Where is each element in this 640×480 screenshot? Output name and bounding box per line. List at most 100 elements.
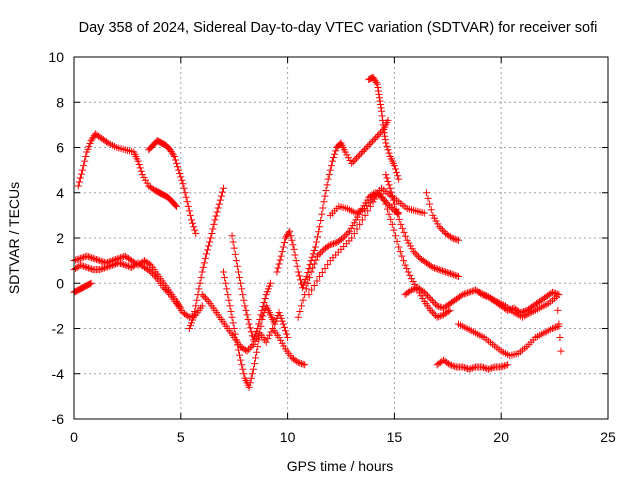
data-point-marker (450, 235, 458, 243)
data-point-marker (388, 220, 396, 228)
data-point-marker (126, 263, 134, 271)
series-track-q (422, 189, 462, 244)
data-point-marker (367, 139, 375, 147)
data-point-marker (315, 228, 323, 236)
data-point-marker (382, 139, 390, 147)
data-point-marker (318, 210, 326, 218)
data-point-marker (388, 192, 396, 200)
data-point-marker (373, 80, 381, 88)
data-point-marker (99, 258, 107, 266)
data-point-marker (177, 173, 185, 181)
data-point-marker (317, 216, 325, 224)
data-point-marker (276, 256, 284, 264)
data-point-marker (448, 270, 456, 278)
data-point-marker (552, 289, 560, 297)
chart-title: Day 358 of 2024, Sidereal Day-to-day VTE… (79, 20, 598, 36)
data-point-marker (339, 234, 347, 242)
data-point-marker (210, 220, 218, 228)
data-point-marker (309, 264, 317, 272)
data-point-marker (398, 252, 406, 260)
data-point-marker (304, 279, 312, 287)
series-track-t (476, 288, 565, 355)
data-point-marker (240, 370, 248, 378)
data-point-marker (366, 202, 374, 210)
data-point-marker (286, 227, 294, 235)
data-point-marker (273, 268, 281, 276)
data-point-marker (224, 291, 232, 299)
data-point-marker (314, 233, 322, 241)
data-point-marker (287, 232, 295, 240)
data-point-marker (152, 273, 160, 281)
data-point-marker (312, 256, 320, 264)
data-point-marker (433, 313, 441, 321)
data-point-marker (229, 319, 237, 327)
data-point-marker (78, 254, 86, 262)
data-point-marker (225, 296, 233, 304)
data-point-marker (193, 296, 201, 304)
data-point-marker (378, 107, 386, 115)
data-point-marker (299, 296, 307, 304)
data-point-marker (294, 268, 302, 276)
data-point-marker (229, 238, 237, 246)
data-point-marker (88, 254, 96, 262)
data-point-marker (440, 267, 448, 275)
data-point-marker (88, 265, 96, 273)
data-point-marker (196, 279, 204, 287)
data-point-marker (252, 354, 260, 362)
data-point-marker (81, 263, 89, 271)
data-point-marker (233, 341, 241, 349)
data-point-marker (385, 181, 393, 189)
data-point-marker (448, 234, 456, 242)
data-point-marker (372, 134, 380, 142)
data-point-marker (427, 306, 435, 314)
data-point-marker (435, 302, 443, 310)
data-point-marker (185, 207, 193, 215)
data-point-marker (238, 361, 246, 369)
data-point-marker (321, 265, 329, 273)
data-point-marker (462, 289, 470, 297)
data-point-marker (302, 285, 310, 293)
data-point-marker (217, 192, 225, 200)
data-point-marker (396, 248, 404, 256)
data-point-marker (249, 365, 257, 373)
data-point-marker (379, 116, 387, 124)
data-point-marker (212, 212, 220, 220)
data-point-marker (295, 272, 303, 280)
data-point-marker (237, 279, 245, 287)
data-point-marker (377, 104, 385, 112)
data-point-marker (304, 269, 312, 277)
data-point-marker (391, 165, 399, 173)
data-point-marker (376, 97, 384, 105)
data-point-marker (240, 296, 248, 304)
data-point-marker (438, 311, 446, 319)
data-point-marker (467, 365, 475, 373)
data-point-marker (258, 306, 266, 314)
data-point-marker (384, 146, 392, 154)
data-point-marker (381, 132, 389, 140)
data-point-marker (247, 374, 255, 382)
data-point-marker (390, 162, 398, 170)
data-point-marker (433, 302, 441, 310)
data-point-marker (462, 364, 470, 372)
y-tick-label: 6 (56, 140, 64, 156)
x-axis-label: GPS time / hours (287, 458, 394, 474)
data-point-marker (183, 198, 191, 206)
data-point-marker (171, 201, 179, 209)
data-point-marker (200, 259, 208, 267)
data-point-marker (255, 320, 263, 328)
data-point-marker (262, 338, 270, 346)
data-point-marker (557, 347, 565, 355)
data-point-marker (310, 282, 318, 290)
series-track-b (145, 137, 200, 237)
data-point-marker (204, 246, 211, 254)
data-point-marker (121, 261, 129, 269)
data-point-marker (446, 270, 454, 278)
data-point-marker (424, 194, 432, 202)
data-point-marker (390, 200, 398, 208)
data-point-marker (198, 268, 206, 276)
data-point-marker (369, 137, 377, 145)
data-point-marker (222, 279, 230, 287)
data-point-marker (308, 253, 316, 261)
data-point-marker (86, 280, 94, 288)
